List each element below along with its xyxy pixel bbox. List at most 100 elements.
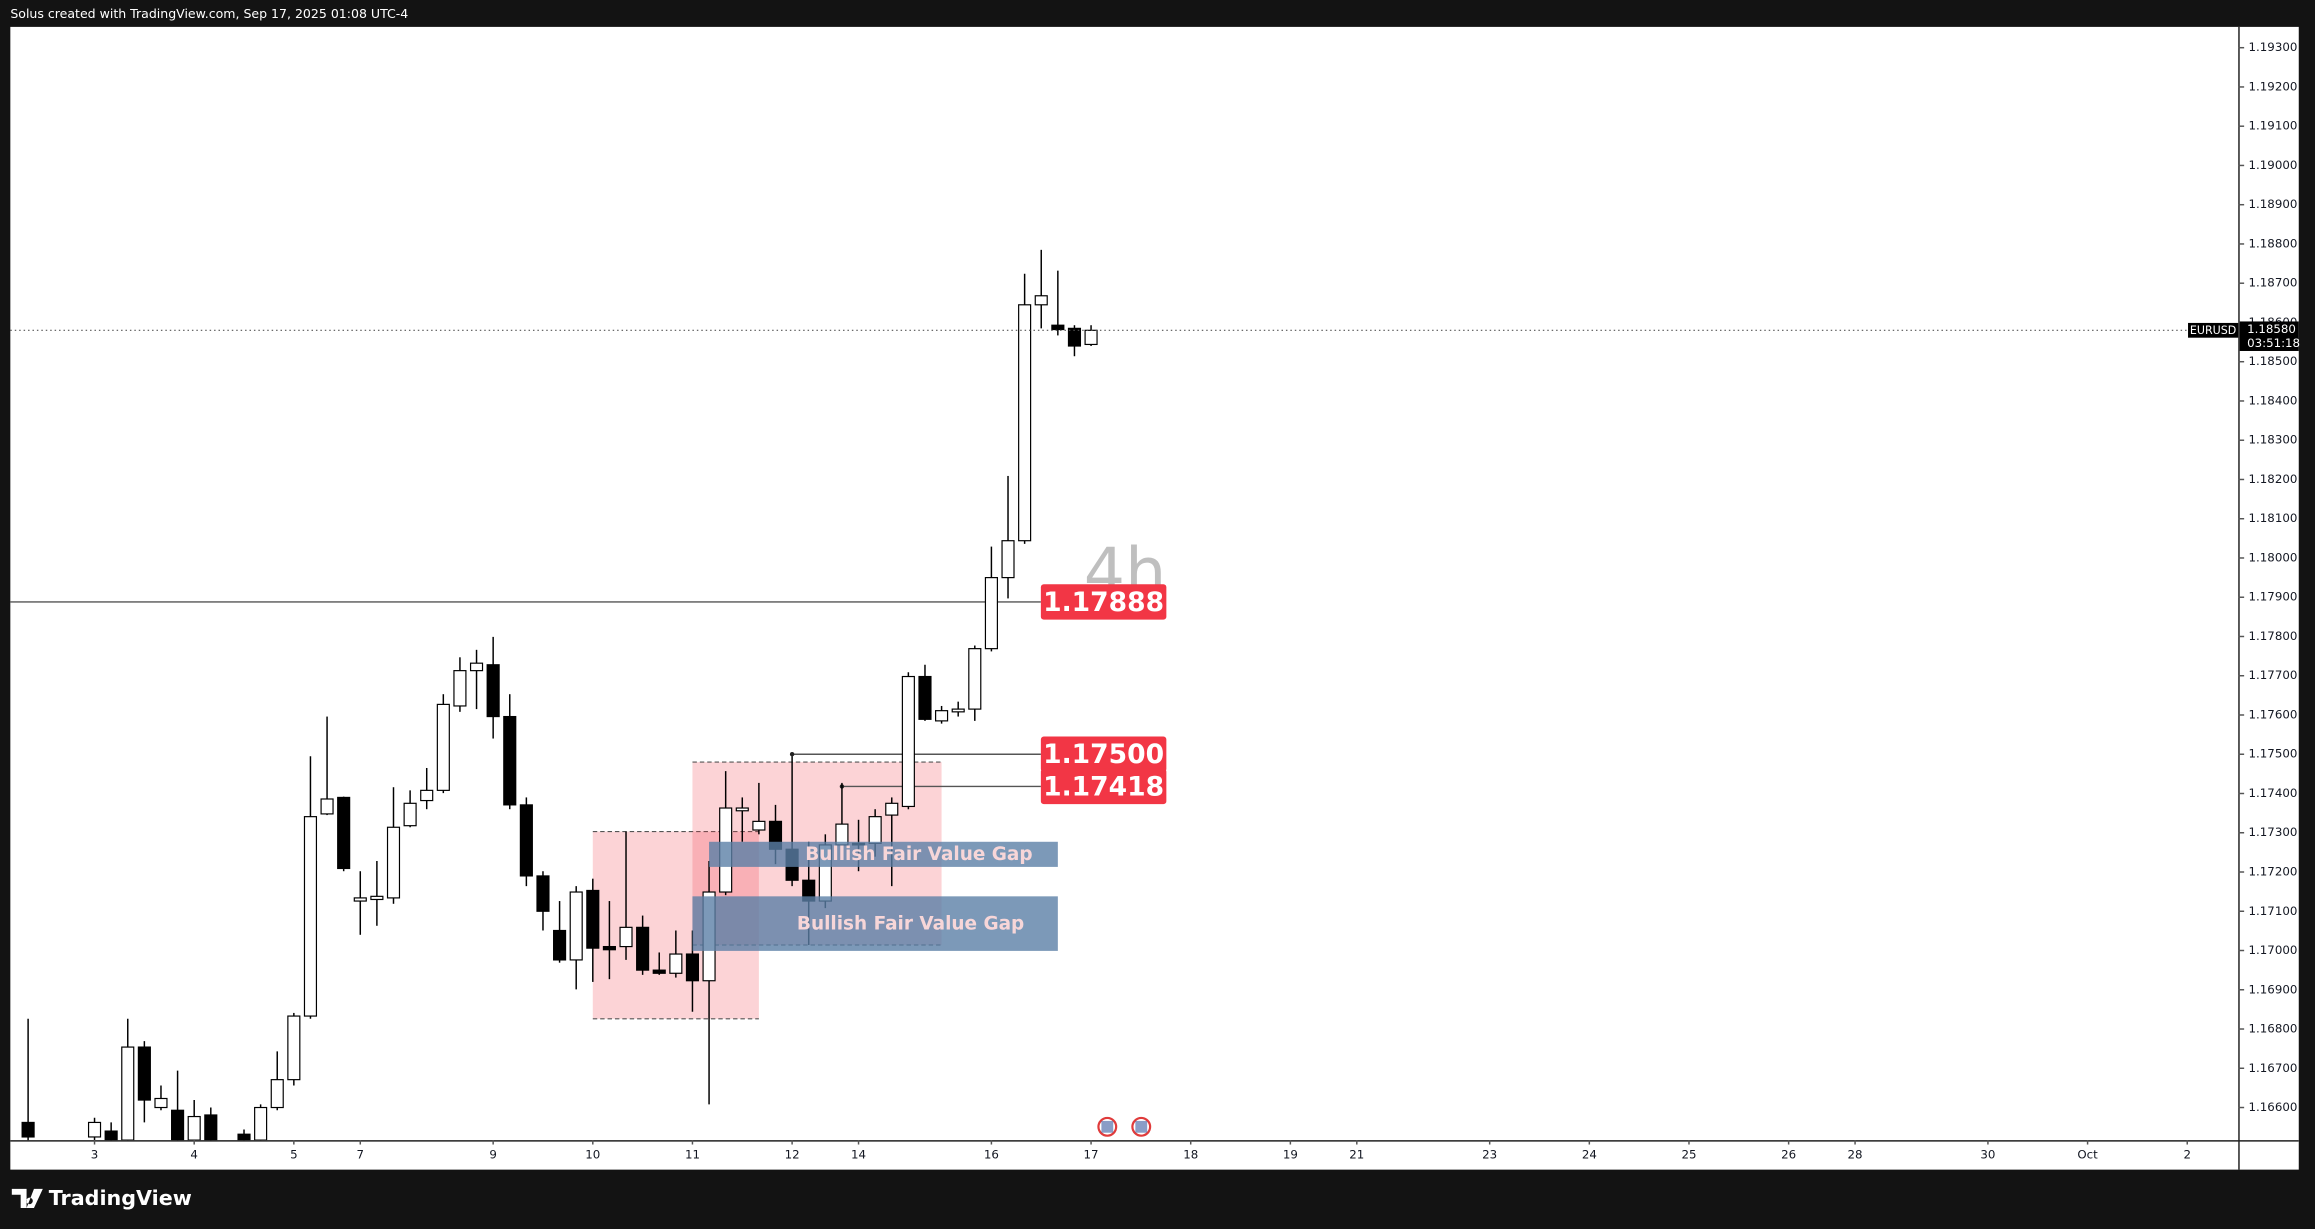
- candle-body-up: [569, 891, 583, 961]
- x-tick-label: Oct: [2077, 1147, 2098, 1161]
- candle-body-up: [370, 895, 384, 901]
- x-tick-label: 30: [1980, 1147, 1995, 1161]
- x-tick-label: 18: [1183, 1147, 1198, 1161]
- event-markers: [1097, 1116, 1152, 1137]
- y-tick-label: 1.18700: [2249, 276, 2298, 290]
- candle-body-down: [1067, 327, 1082, 347]
- candle-body-down: [204, 1114, 218, 1141]
- x-tick-label: 25: [1681, 1147, 1696, 1161]
- y-tick-label: 1.16800: [2249, 1022, 2298, 1036]
- y-tick-label: 1.18800: [2249, 236, 2298, 250]
- logo: [11, 1188, 43, 1209]
- countdown-label: 03:51:18: [2247, 336, 2300, 350]
- candle-body-up: [1034, 295, 1048, 306]
- candle-body-up: [453, 670, 467, 707]
- candle-body-up: [87, 1121, 102, 1138]
- level-label: 1.17888: [1043, 587, 1164, 618]
- level-anchor: [789, 752, 795, 757]
- x-tick-label: 12: [785, 1147, 800, 1161]
- fvg-box: [692, 896, 1058, 951]
- candle-body-down: [337, 796, 351, 870]
- y-tick-label: 1.18400: [2249, 393, 2298, 407]
- candle-body-up: [901, 675, 915, 808]
- fvg-box: [709, 841, 1058, 867]
- x-tick-label: 14: [851, 1147, 866, 1161]
- x-tick-label: 11: [685, 1147, 700, 1161]
- candle-body-up: [121, 1046, 135, 1141]
- candle-body-up: [669, 953, 683, 974]
- plot-area: Bullish Fair Value Gap Bullish Fair Value…: [10, 249, 2239, 1141]
- y-tick-label: 1.17500: [2249, 747, 2298, 761]
- candle-body-down: [104, 1130, 118, 1141]
- y-tick-label: 1.16600: [2249, 1100, 2298, 1114]
- candle-body-up: [320, 798, 334, 815]
- candle-body-up: [885, 802, 899, 816]
- y-tick-label: 1.17400: [2249, 786, 2298, 800]
- level-label-box: [1040, 584, 1167, 620]
- candle-body-down: [636, 926, 650, 971]
- x-tick-label: 2: [2183, 1147, 2191, 1161]
- candle-body-up: [1001, 540, 1015, 579]
- y-tick-label: 1.18500: [2249, 354, 2298, 368]
- candle-body-up: [935, 710, 949, 722]
- candle-body-up: [303, 816, 318, 1017]
- x-tick-label: 5: [290, 1147, 298, 1161]
- candle-body-up: [154, 1097, 168, 1109]
- candle-body-down: [1051, 324, 1065, 331]
- candle-body-up: [469, 662, 484, 672]
- x-tick-label: 7: [357, 1147, 365, 1161]
- candle-body-up: [752, 820, 766, 831]
- candle-body-down: [21, 1121, 35, 1138]
- y-tick-label: 1.19100: [2249, 119, 2298, 133]
- fvg-label: Bullish Fair Value Gap: [805, 844, 1032, 865]
- y-tick-label: 1.17300: [2249, 825, 2298, 839]
- y-tick-label: 1.18900: [2249, 197, 2298, 211]
- candle-body-up: [254, 1106, 268, 1141]
- candle-body-up: [1018, 304, 1032, 542]
- level-label-box: [1040, 736, 1167, 772]
- candle-body-down: [602, 945, 616, 951]
- y-tick-label: 1.19200: [2249, 79, 2298, 93]
- candle-body-down: [685, 953, 700, 982]
- y-tick-label: 1.17800: [2249, 629, 2298, 643]
- candle-body-up: [403, 802, 417, 827]
- y-tick-label: 1.19300: [2249, 40, 2298, 54]
- candle-body-down: [171, 1109, 185, 1141]
- y-tick-label: 1.17600: [2249, 707, 2298, 721]
- x-tick-label: 9: [489, 1147, 497, 1161]
- y-tick-label: 1.18100: [2249, 511, 2298, 525]
- candle-body-down: [553, 929, 567, 961]
- candle-body-down: [586, 889, 600, 949]
- y-tick-label: 1.17100: [2249, 904, 2298, 918]
- x-tick-label: 17: [1084, 1147, 1099, 1161]
- candle-body-up: [436, 703, 450, 791]
- y-tick-label: 1.17000: [2249, 943, 2298, 957]
- candle-body-up: [968, 648, 982, 710]
- y-tick-label: 1.18300: [2249, 433, 2298, 447]
- candle-body-down: [536, 875, 550, 912]
- candle-body-up: [951, 708, 965, 713]
- candle-body-up: [735, 807, 749, 812]
- y-tick-label: 1.18000: [2249, 550, 2298, 564]
- candle-body-up: [187, 1115, 201, 1141]
- candle-body-down: [237, 1133, 251, 1141]
- y-tick-label: 1.17200: [2249, 865, 2298, 879]
- y-tick-label: 1.17900: [2249, 590, 2298, 604]
- footer-brand: TradingView: [49, 1186, 192, 1210]
- candle-body-up: [619, 926, 633, 948]
- candle-body-up: [1084, 329, 1098, 346]
- x-tick-label: 23: [1482, 1147, 1497, 1161]
- x-tick-label: 19: [1283, 1147, 1298, 1161]
- x-tick-label: 10: [585, 1147, 600, 1161]
- y-tick-label: 1.16900: [2249, 982, 2298, 996]
- x-tick-label: 26: [1781, 1147, 1796, 1161]
- fvg-label: Bullish Fair Value Gap: [797, 913, 1024, 934]
- y-tick-label: 1.17700: [2249, 668, 2298, 682]
- x-tick-label: 16: [984, 1147, 999, 1161]
- symbol-tag: [2188, 322, 2239, 338]
- candle-body-up: [984, 577, 998, 650]
- symbol-label: EURUSD: [2190, 324, 2236, 337]
- level-label-box: [1040, 768, 1167, 805]
- candle-body-down: [486, 664, 500, 718]
- candle-body-down: [918, 675, 932, 720]
